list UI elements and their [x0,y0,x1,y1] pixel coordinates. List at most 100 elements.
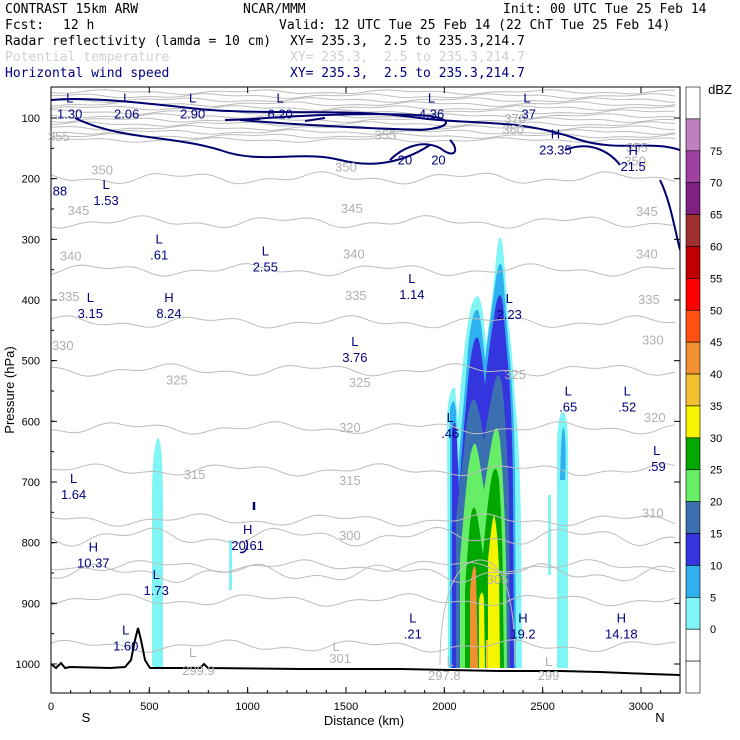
y-tick-label: 100 [22,113,40,125]
colorbar-level-label: 0 [710,624,716,636]
colorbar-level-label: 10 [710,560,722,572]
wind-extremum-marker: L [409,611,416,626]
theta-contour [51,121,676,127]
theta-extremum-marker: L [189,645,196,660]
reflectivity-cell [560,427,566,480]
x-tick-label: 0 [48,701,54,713]
y-tick-label: 1000 [16,659,40,671]
wind-extremum-value: 3.15 [78,306,103,321]
wind-extremum-marker: L [351,334,358,349]
theta-contour [51,129,676,135]
x-tick-label: 500 [140,701,158,713]
wind-extremum-marker: L [276,91,283,106]
colorbar-swatch [685,437,701,471]
terrain-line [50,627,681,676]
colorbar-level-label: 30 [710,433,722,445]
theta-contour [51,133,676,139]
wind-contours [51,97,680,554]
theta-contour [439,559,516,666]
theta-contour-label: 350 [624,153,646,168]
forecast-hour: 12 h [63,18,95,33]
theta-contour-label: 370 [504,111,526,126]
model-title: CONTRAST 15km ARW [5,2,139,17]
wind-extremum-marker: L [189,91,196,106]
colorbar-level-label: 25 [710,465,722,477]
field-xy-reflectivity: XY= 235.3, 2.5 to 235.3,214.7 [290,34,525,49]
y-tick-label: 800 [22,538,40,550]
wind-extremum-value: 19.2 [510,627,535,642]
field-name-reflectivity: Radar reflectivity (lamda = 10 cm) [5,34,272,49]
theta-contour-label: 345 [636,204,658,219]
x-tick-label: 1500 [334,701,358,713]
theta-contours [51,89,676,666]
colorbar-level-label: 35 [710,401,722,413]
wind-extremum-value: 6.20 [267,107,292,122]
wind-extremum-marker: H [89,540,98,555]
field-name-wind: Horizontal wind speed [5,66,170,81]
colorbar-swatch [685,341,701,375]
wind-contour-label: 20 [431,152,445,167]
colorbar-level-label: 40 [710,369,722,381]
plot-area [51,87,680,693]
y-tick-label: 600 [22,416,40,428]
wind-extremum-value: 1.14 [399,287,424,302]
theta-contour-label: 320 [339,420,361,435]
theta-contour [51,97,676,103]
theta-contour-label: 325 [349,375,371,390]
theta-contour-label: 300 [339,528,361,543]
theta-contour [51,526,676,547]
theta-contour-label: 325 [504,367,526,382]
wind-extremum-value: 3.76 [342,350,367,365]
x-tick-label: 2000 [432,701,456,713]
y-tick-label: 700 [22,477,40,489]
theta-contour [51,89,676,95]
theta-contour-label: 335 [345,288,367,303]
wind-extremum-marker: L [66,91,73,106]
wind-extremum-marker: L [70,471,77,486]
theta-extremum-marker: L [447,654,454,669]
wind-extremum-marker: L [653,443,660,458]
wind-extremum-value: 21.5 [620,159,645,174]
colorbar-level-label: 50 [710,305,722,317]
wind-extremum-value: 23.35 [539,142,572,157]
theta-contour [51,315,676,329]
colorbar-level-label: 65 [710,210,722,222]
reflectivity-cell [470,566,478,668]
theta-contour [51,171,676,185]
wind-extremum-marker: L [102,177,109,192]
theta-contour-label: 355 [374,127,396,142]
wind-extremum-marker: H [164,290,173,305]
theta-contour-label: 350 [335,160,357,175]
reflectivity-cell [229,540,232,590]
x-tick-label: 2500 [530,701,554,713]
wind-extremum-value: 1.60 [113,639,138,654]
theta-contour-label: 320 [644,410,666,425]
y-tick-label: 300 [22,234,40,246]
wind-extremum-marker: H [628,143,637,158]
wind-contour [659,179,680,251]
colorbar-swatch [685,214,701,247]
x-axis: 0 500 1000 1500 2000 2500 3000 [48,87,662,713]
wind-contour [564,145,621,166]
field-name-theta: Potential temperature [5,50,170,65]
wind-extremum-marker: L [87,290,94,305]
wind-extremum-value: 2.06 [114,107,139,122]
theta-contour [51,593,676,607]
south-label: S [82,710,91,725]
org-label: NCAR/MMM [243,2,306,17]
field-xy-theta: XY= 235.3, 2.5 to 235.3,214.7 [290,50,525,65]
wind-extremum-marker: H [551,126,560,141]
colorbar-swatch [685,373,701,407]
wind-extremum-marker: H [243,522,252,537]
theta-contour [51,363,676,377]
colorbar-swatch [685,660,701,694]
colorbar-swatch [685,501,701,534]
wind-extremum-marker: L [156,231,163,246]
theta-contour-label: 335 [638,292,660,307]
wind-contour [304,117,326,122]
reflectivity-cell [152,438,163,670]
colorbar-swatch [685,150,701,183]
theta-contour-label: 297.8 [428,668,461,683]
colorbar-level-label: 15 [710,529,722,541]
wind-extremum-value: 88 [53,184,67,199]
